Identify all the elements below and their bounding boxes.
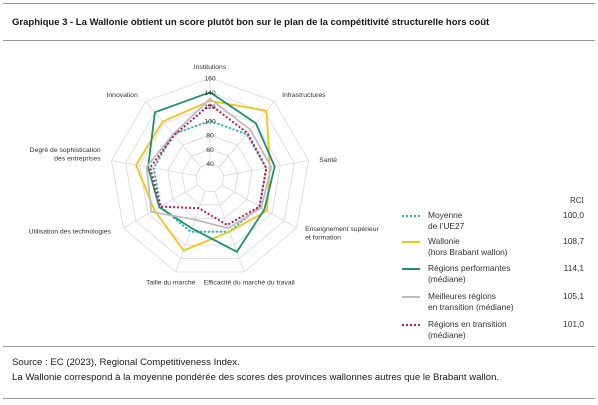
legend-value: 105,1 (563, 291, 584, 301)
axis-label-line: Enseignement supérieur (305, 226, 379, 233)
legend-label: Régions en transition (médiane) (428, 319, 507, 340)
source-note: Source : EC (2023), Regional Competitive… (12, 357, 240, 368)
legend-label-line: Régions en transition (428, 319, 507, 329)
axis-label-line: des entreprises (54, 155, 101, 162)
axis-label: Santé (319, 157, 337, 164)
legend-label-line: Moyenne (428, 210, 463, 220)
axis-label: Degré de sophistication des entreprises (30, 147, 102, 162)
title-rule (3, 40, 595, 41)
series-3 (147, 91, 276, 253)
axis-spoke (223, 160, 309, 176)
axis-label: Infrastructures (282, 92, 326, 99)
axis-label-line: Institutions (194, 64, 227, 71)
legend-label: Moyenne de l’UE27 (428, 210, 464, 231)
chart-title: Graphique 3 - La Wallonie obtient un sco… (12, 17, 490, 28)
legend-value: 108,7 (563, 236, 584, 246)
legend-label-line: en transition (médiane) (428, 301, 514, 312)
grid-ring (195, 163, 225, 192)
axis-label-line: Efficacité du marché du travail (204, 280, 295, 287)
legend-label-line: de l’UE27 (428, 220, 465, 231)
tick-label: 60 (206, 147, 214, 154)
legend-value: 100,0 (563, 210, 584, 220)
legend-label: Régions performantes (médiane) (428, 263, 510, 284)
legend-swatch (402, 268, 420, 270)
axis-label: Innovation (107, 92, 139, 99)
grid-ring (125, 91, 295, 259)
grid-ring (167, 134, 253, 219)
tick-label: 120 (204, 104, 216, 111)
radar-axis-labels: Institutions Infrastructures Santé Enseigne… (29, 64, 380, 287)
axis-spoke (175, 191, 206, 273)
legend-label: Meilleures régions en transition (médiane… (428, 291, 514, 312)
grid-ring (111, 77, 309, 273)
axis-spoke (123, 184, 198, 229)
legend-label: Wallonie (hors Brabant wallon) (428, 236, 508, 257)
footer-rule (3, 398, 595, 399)
axis-label: Efficacité du marché du travail (204, 280, 295, 287)
axis-label-line: Degré de sophistication (30, 147, 101, 154)
axis-label: Institutions (194, 64, 227, 71)
radar-chart: 40 60 80 100 120 140 160 Institutions Infrastru… (29, 64, 380, 287)
tick-label: 140 (204, 90, 216, 97)
bottom-rule (3, 346, 595, 347)
legend-header: RCI (570, 196, 584, 205)
legend-label-line: (médiane) (428, 329, 466, 340)
axis-label-line: et formation (305, 235, 341, 242)
radar-tick-labels: 40 60 80 100 120 140 160 (204, 76, 216, 169)
series-2 (135, 100, 271, 252)
tick-label: 160 (204, 76, 216, 83)
footnote: La Wallonie correspond à la moyenne pond… (12, 372, 500, 383)
series-4 (145, 97, 273, 230)
legend-swatch (402, 215, 420, 217)
legend-label-line: Meilleures régions (428, 291, 496, 301)
legend-value: 114,1 (563, 263, 584, 273)
radar-axis-lines (111, 78, 309, 273)
legend-label-line: (hors Brabant wallon) (428, 246, 508, 257)
radar-series (135, 91, 276, 253)
axis-label-line: Infrastructures (282, 92, 326, 99)
legend-swatch (402, 241, 420, 243)
legend-label-line: Wallonie (428, 236, 460, 246)
axis-label-line: Taille du marché (146, 280, 196, 287)
tick-label: 40 (206, 161, 214, 168)
tick-label: 100 (204, 118, 216, 125)
axis-label-line: Innovation (107, 92, 139, 99)
axis-label: Enseignement supérieur et formation (305, 226, 379, 241)
axis-label: Taille du marché (146, 280, 196, 287)
axis-label: Utilisation des technologies (29, 228, 112, 235)
axis-label-line: Santé (319, 157, 337, 164)
legend-label-line: Régions performantes (428, 263, 511, 273)
legend-value: 101,0 (563, 319, 584, 329)
axis-label-line: Utilisation des technologies (29, 228, 112, 235)
legend-swatch (402, 324, 420, 326)
legend-swatch (402, 296, 420, 298)
axis-spoke (218, 101, 275, 168)
top-rule (3, 3, 595, 4)
legend-label-line: (médiane) (428, 273, 466, 284)
tick-label: 80 (206, 133, 214, 140)
grid-ring (181, 148, 239, 206)
